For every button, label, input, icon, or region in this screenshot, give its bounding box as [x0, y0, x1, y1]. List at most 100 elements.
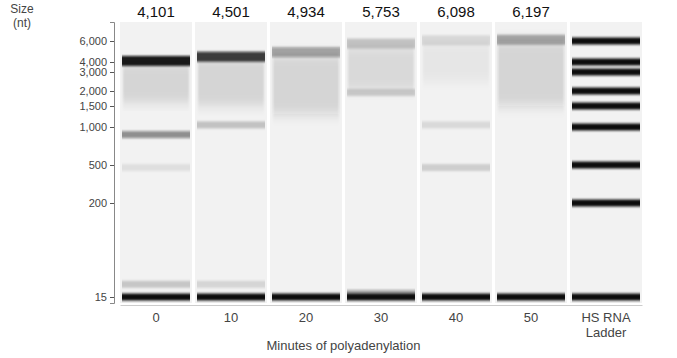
band — [572, 294, 640, 301]
y-tick-mark — [110, 297, 114, 298]
band — [347, 294, 415, 301]
y-axis-title-line: Size — [10, 2, 34, 16]
peak-band — [497, 35, 565, 45]
smear — [498, 41, 564, 106]
x-tick: HS RNALadder — [581, 305, 630, 340]
smear — [123, 63, 189, 103]
gel-marks — [122, 35, 640, 301]
y-tick-mark — [110, 41, 114, 42]
y-tick: 15 — [95, 291, 114, 303]
smear — [198, 59, 264, 106]
y-axis-title-line: (nt) — [13, 16, 31, 30]
lane-background — [570, 22, 642, 303]
lane-background — [420, 22, 492, 303]
smear — [273, 55, 339, 115]
band — [122, 281, 190, 288]
x-tick-label: HS RNALadder — [581, 310, 630, 339]
band — [572, 103, 640, 110]
y-tick: 2,000 — [79, 85, 114, 97]
chart: 152005001,0001,5002,0003,0004,0006,00001… — [0, 0, 677, 358]
band — [422, 164, 490, 171]
peak-band — [347, 39, 415, 49]
peak-band — [422, 35, 490, 45]
y-tick-label: 1,500 — [79, 100, 107, 112]
band — [122, 294, 190, 301]
band — [572, 59, 640, 66]
y-tick-mark — [110, 91, 114, 92]
y-tick-mark — [110, 127, 114, 128]
y-tick-mark — [110, 203, 114, 204]
lane-background — [270, 22, 342, 303]
peak-band — [272, 47, 340, 57]
band — [572, 38, 640, 45]
y-axis: 152005001,0001,5002,0003,0004,0006,000 — [79, 23, 114, 304]
peak-band — [122, 56, 190, 66]
x-tick-label-line: HS RNA — [581, 310, 630, 325]
y-tick-mark — [110, 62, 114, 63]
band — [347, 89, 415, 96]
peak-label: 4,101 — [137, 3, 175, 20]
band — [272, 294, 340, 301]
band — [572, 200, 640, 207]
peak-label: 4,934 — [287, 3, 325, 20]
band — [197, 121, 265, 128]
lane-background — [495, 22, 567, 303]
y-axis-line — [110, 23, 115, 304]
x-tick: 10 — [224, 305, 238, 325]
x-tick-label: 20 — [299, 310, 313, 325]
band — [572, 124, 640, 131]
x-tick-label: 10 — [224, 310, 238, 325]
x-tick: 0 — [152, 305, 159, 325]
x-axis-line — [121, 305, 643, 306]
band — [572, 162, 640, 169]
y-tick: 6,000 — [79, 35, 114, 47]
band — [422, 294, 490, 301]
band — [122, 164, 190, 171]
peak-labels: 4,101 4,501 4,934 5,753 6,098 6,197 — [137, 3, 550, 20]
y-tick-mark — [110, 72, 114, 73]
band — [497, 294, 565, 301]
band — [572, 88, 640, 95]
peak-label: 5,753 — [362, 3, 400, 20]
y-tick: 4,000 — [79, 56, 114, 68]
x-tick-label: 40 — [449, 310, 463, 325]
x-tick-label: 30 — [374, 310, 388, 325]
x-axis: 0 10 20 30 40 50 HS RNALadder — [121, 305, 643, 340]
band — [197, 281, 265, 288]
x-tick-label: 0 — [152, 310, 159, 325]
y-axis-title: Size(nt) — [10, 2, 34, 30]
y-tick-mark — [110, 165, 114, 166]
band — [197, 294, 265, 301]
y-tick-mark — [110, 106, 114, 107]
peak-label: 6,098 — [437, 3, 475, 20]
x-tick-label-line: Ladder — [586, 325, 627, 340]
smear — [348, 46, 414, 91]
lane-background — [345, 22, 417, 303]
lane-background — [120, 22, 192, 303]
y-tick: 500 — [89, 159, 114, 171]
smear — [423, 42, 489, 81]
y-tick-label: 6,000 — [79, 35, 107, 47]
x-tick: 40 — [449, 305, 463, 325]
y-tick-label: 200 — [89, 197, 107, 209]
x-tick: 20 — [299, 305, 313, 325]
y-tick: 1,500 — [79, 100, 114, 112]
x-tick: 50 — [524, 305, 538, 325]
x-axis-title: Minutes of polyadenylation — [267, 338, 421, 353]
band — [422, 121, 490, 128]
band — [572, 69, 640, 76]
peak-label: 6,197 — [512, 3, 550, 20]
lane-background — [195, 22, 267, 303]
y-tick-label: 2,000 — [79, 85, 107, 97]
y-tick-label: 500 — [89, 159, 107, 171]
peak-label: 4,501 — [212, 3, 250, 20]
y-tick: 200 — [89, 197, 114, 209]
peak-band — [197, 52, 265, 62]
y-tick-label: 4,000 — [79, 56, 107, 68]
x-tick: 30 — [374, 305, 388, 325]
lanes — [120, 22, 642, 303]
x-tick-label: 50 — [524, 310, 538, 325]
y-tick-label: 15 — [95, 291, 107, 303]
band — [122, 131, 190, 138]
y-tick-label: 1,000 — [79, 121, 107, 133]
